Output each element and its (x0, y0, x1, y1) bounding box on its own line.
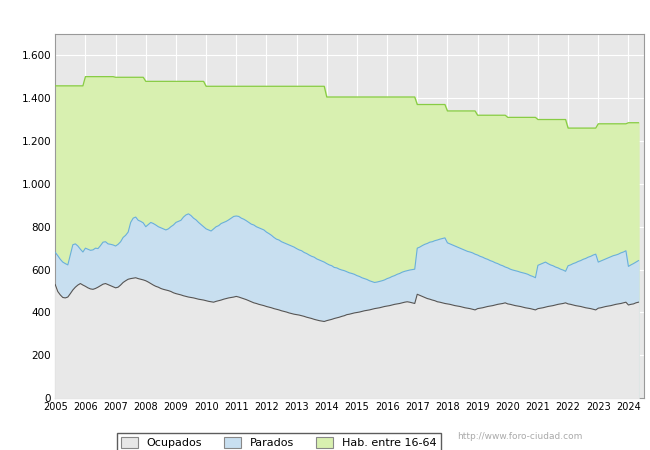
Text: El Campillo - Evolucion de la poblacion en edad de Trabajar Mayo de 2024: El Campillo - Evolucion de la poblacion … (92, 10, 558, 22)
Text: http://www.foro-ciudad.com: http://www.foro-ciudad.com (458, 432, 582, 441)
Legend: Ocupados, Parados, Hab. entre 16-64: Ocupados, Parados, Hab. entre 16-64 (116, 432, 441, 450)
